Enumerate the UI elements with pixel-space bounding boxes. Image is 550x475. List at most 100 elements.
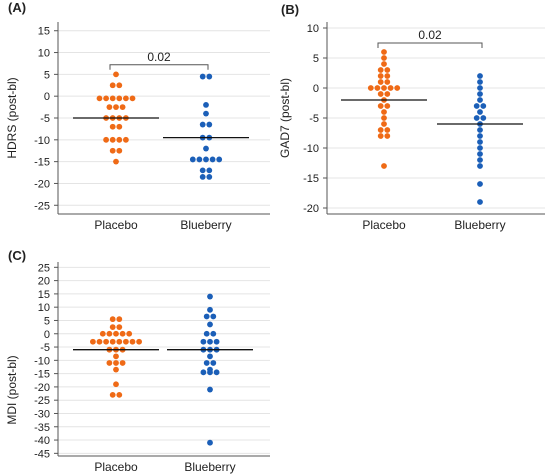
data-point: [113, 104, 119, 110]
data-point: [477, 139, 483, 145]
data-point: [203, 313, 210, 320]
y-tick-label: -25: [34, 200, 50, 212]
data-point: [206, 73, 213, 80]
y-tick-label: -20: [303, 203, 319, 215]
data-point: [199, 167, 206, 174]
data-point: [119, 330, 126, 337]
y-tick-label: 25: [38, 262, 50, 274]
data-point: [206, 121, 213, 128]
data-point: [113, 353, 119, 360]
data-point: [126, 330, 133, 337]
data-point: [473, 115, 480, 121]
data-point: [381, 163, 387, 169]
data-point: [477, 79, 483, 85]
data-point: [387, 85, 394, 91]
data-point: [206, 167, 213, 174]
panel-label: (B): [281, 2, 299, 17]
data-point: [477, 109, 483, 115]
data-point: [203, 145, 209, 152]
data-point: [477, 151, 483, 157]
data-point: [106, 330, 113, 337]
data-point: [377, 67, 384, 73]
y-tick-label: 15: [38, 26, 50, 38]
series-blueberry: [437, 73, 523, 205]
data-point: [381, 49, 387, 55]
y-tick-label: -25: [34, 395, 50, 407]
y-tick-label: -15: [34, 157, 50, 169]
data-point: [377, 127, 384, 133]
data-point: [477, 91, 483, 97]
data-point: [109, 136, 116, 143]
data-point: [381, 115, 387, 121]
data-point: [109, 95, 116, 102]
data-point: [199, 73, 206, 80]
data-point: [129, 95, 136, 102]
data-point: [113, 330, 119, 337]
p-value-label: 0.02: [418, 28, 442, 42]
series-placebo: [341, 49, 427, 169]
x-category-label: Placebo: [362, 218, 406, 232]
data-point: [109, 324, 116, 331]
data-point: [106, 104, 113, 110]
y-tick-label: 10: [38, 48, 50, 60]
data-point: [207, 386, 213, 393]
data-point: [377, 91, 384, 97]
data-point: [477, 127, 483, 133]
data-point: [374, 85, 381, 91]
data-point: [109, 338, 116, 345]
data-point: [189, 156, 196, 163]
series-placebo: [73, 71, 159, 165]
data-point: [377, 73, 384, 79]
y-tick-label: 5: [313, 53, 319, 65]
data-point: [210, 330, 217, 337]
x-category-label: Blueberry: [180, 218, 231, 232]
y-tick-label: -30: [34, 408, 50, 420]
panel-label: (A): [8, 0, 26, 15]
data-point: [477, 73, 483, 79]
y-tick-label: -15: [303, 173, 319, 185]
data-point: [477, 163, 483, 169]
data-point: [473, 103, 480, 109]
data-point: [203, 360, 210, 366]
data-point: [99, 330, 106, 337]
data-point: [123, 338, 129, 345]
data-point: [377, 103, 384, 109]
y-axis-label: HDRS (post-bl): [5, 77, 19, 158]
data-point: [381, 85, 387, 91]
data-point: [199, 174, 206, 180]
data-point: [103, 338, 109, 345]
data-point: [109, 123, 116, 130]
data-point: [207, 353, 213, 360]
comparison-bracket: [109, 64, 209, 70]
data-point: [207, 338, 213, 345]
data-point: [109, 391, 116, 398]
data-point: [381, 55, 387, 61]
y-tick-label: -10: [34, 355, 50, 367]
data-point: [477, 85, 483, 91]
panel-a: 15 10 5 0 -5 -10 -15 -20 -25 (A) HDRS (post-bl) Pla…: [5, 0, 270, 232]
data-point: [477, 157, 483, 163]
y-tick-label: 0: [44, 329, 50, 341]
series-blueberry: [167, 293, 253, 446]
y-tick-label: 15: [38, 289, 50, 301]
data-point: [213, 369, 220, 376]
data-point: [116, 123, 123, 130]
data-point: [203, 330, 210, 337]
data-point: [207, 439, 213, 446]
y-tick-label: -10: [303, 143, 319, 155]
y-tick-label: -5: [40, 342, 50, 354]
x-category-label: Placebo: [94, 460, 138, 474]
data-point: [384, 133, 391, 139]
y-tick-label: -40: [34, 435, 50, 447]
data-point: [384, 91, 391, 97]
y-tick-label: -10: [34, 135, 50, 147]
data-point: [384, 127, 391, 133]
data-point: [381, 61, 387, 67]
data-point: [116, 324, 123, 331]
data-point: [203, 156, 209, 163]
panel-label: (C): [8, 248, 26, 263]
data-point: [381, 109, 387, 115]
y-tick-label: -20: [34, 382, 50, 394]
y-tick-label: 10: [307, 23, 319, 35]
